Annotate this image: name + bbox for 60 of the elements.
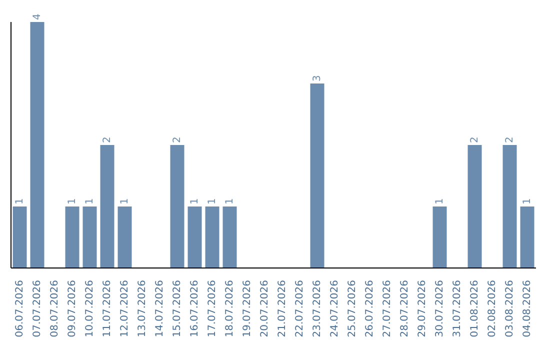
bar <box>170 145 184 268</box>
x-tick-label: 03.08.2026 <box>504 280 516 338</box>
data-label: 1 <box>522 198 533 204</box>
bar <box>118 206 132 268</box>
x-tick-label: 31.07.2026 <box>452 280 463 338</box>
bar <box>502 145 517 268</box>
bar <box>310 84 324 268</box>
bar <box>468 145 482 268</box>
bar <box>100 145 114 268</box>
bar <box>205 206 220 268</box>
x-tick-label: 08.07.2026 <box>49 280 60 338</box>
x-tick-label: 30.07.2026 <box>434 280 446 338</box>
x-tick-label: 19.07.2026 <box>242 280 253 338</box>
x-tick-label: 07.07.2026 <box>32 280 43 338</box>
data-label: 3 <box>312 75 323 82</box>
data-label: 1 <box>189 198 200 204</box>
data-label: 1 <box>434 198 446 204</box>
bar <box>65 206 80 268</box>
x-tick-label: 27.07.2026 <box>382 280 393 338</box>
x-tick-label: 17.07.2026 <box>206 280 218 338</box>
data-label: 2 <box>172 136 183 143</box>
x-tick-label: 06.07.2026 <box>14 280 26 338</box>
x-tick-label: 21.07.2026 <box>276 280 288 338</box>
data-label: 2 <box>102 136 113 143</box>
x-tick-label: 29.07.2026 <box>416 280 428 338</box>
data-label: 1 <box>84 198 96 204</box>
data-label: 1 <box>66 198 78 204</box>
data-label: 4 <box>32 14 43 20</box>
data-label: 1 <box>119 198 130 204</box>
data-label: 1 <box>14 198 26 204</box>
x-tick-label: 23.07.2026 <box>312 280 323 338</box>
x-tick-label: 22.07.2026 <box>294 280 306 338</box>
bar <box>520 206 534 268</box>
x-tick-label: 01.08.2026 <box>469 280 480 338</box>
x-tick-label: 16.07.2026 <box>189 280 200 338</box>
data-label: 1 <box>206 198 218 204</box>
x-tick-label: 20.07.2026 <box>259 280 270 338</box>
data-label: 2 <box>504 136 516 143</box>
x-tick-label: 12.07.2026 <box>119 280 130 338</box>
bar <box>30 22 44 268</box>
bar <box>12 206 27 268</box>
x-tick-label: 13.07.2026 <box>136 280 148 338</box>
data-label: 1 <box>224 198 236 204</box>
x-tick-label: 28.07.2026 <box>399 280 410 338</box>
x-tick-label: 11.07.2026 <box>102 280 113 338</box>
x-tick-label: 04.08.2026 <box>522 280 533 338</box>
x-tick-label: 18.07.2026 <box>224 280 236 338</box>
x-tick-label: 10.07.2026 <box>84 280 96 338</box>
bar <box>82 206 97 268</box>
data-label: 2 <box>469 136 480 143</box>
x-tick-label: 02.08.2026 <box>486 280 498 338</box>
bar <box>188 206 202 268</box>
x-tick-label: 15.07.2026 <box>172 280 183 338</box>
x-tick-label: 09.07.2026 <box>66 280 78 338</box>
bar <box>222 206 237 268</box>
bar <box>432 206 447 268</box>
x-tick-label: 25.07.2026 <box>346 280 358 338</box>
x-tick-label: 24.07.2026 <box>329 280 340 338</box>
x-tick-label: 26.07.2026 <box>364 280 376 338</box>
x-tick-label: 14.07.2026 <box>154 280 166 338</box>
